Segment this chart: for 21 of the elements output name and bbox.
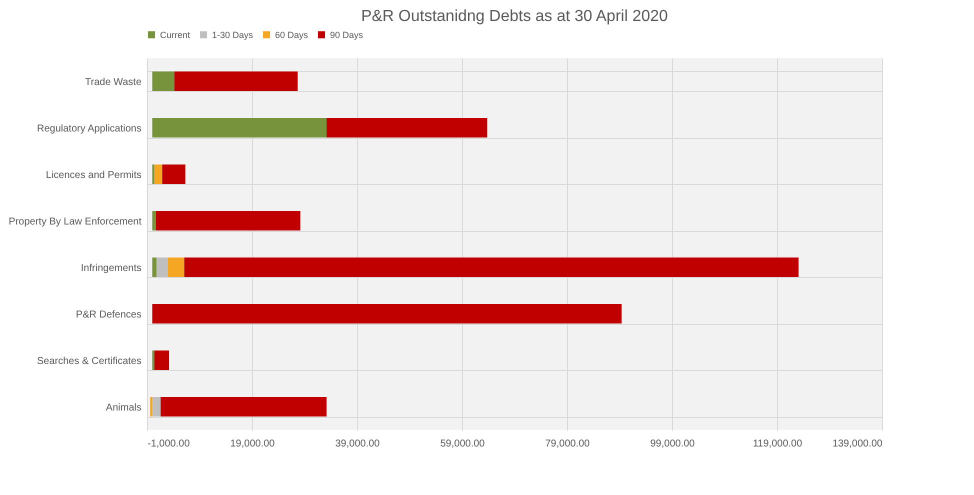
x-tick-label: 139,000.00 [832, 438, 883, 450]
y-tick-label: Searches & Certificates [37, 356, 142, 367]
x-tick-label: 59,000.00 [440, 438, 486, 450]
x-tick-label: 79,000.00 [545, 438, 590, 450]
y-tick-label: Licences and Permits [46, 170, 142, 181]
x-tick-label: 19,000.00 [230, 438, 276, 450]
legend-label: 90 Days [330, 30, 364, 40]
legend-label: 1-30 Days [212, 30, 254, 40]
x-tick-label: 39,000.00 [335, 438, 380, 450]
y-tick-label: Animals [106, 402, 142, 414]
y-tick-label: P&R Defences [76, 309, 142, 320]
x-tick-label: 99,000.00 [650, 438, 696, 450]
legend-label: 60 Days [275, 30, 309, 40]
chart-title: P&R Outstanidng Debts as at 30 April 2020 [361, 8, 668, 25]
y-tick-label: Property By Law Enforcement [8, 216, 142, 228]
legend-label: Current [160, 30, 191, 40]
x-tick-label: 119,000.00 [752, 438, 803, 450]
y-tick-label: Infringements [80, 262, 142, 274]
y-tick-label: Regulatory Applications [36, 123, 142, 134]
x-tick-label: -1,000.00 [148, 438, 190, 450]
y-tick-label: Trade Waste [85, 76, 142, 88]
